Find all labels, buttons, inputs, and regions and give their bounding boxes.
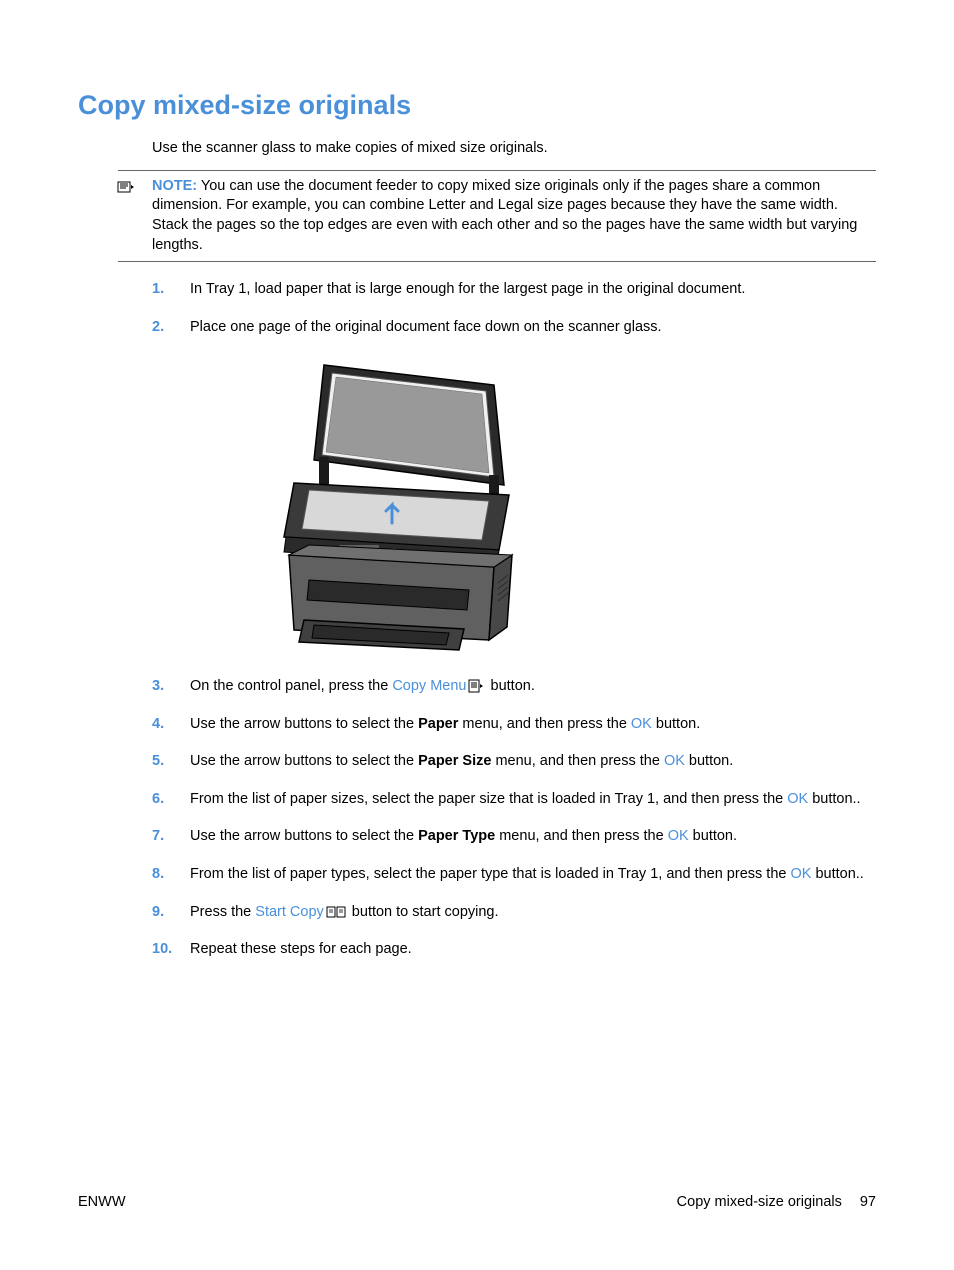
step-text: From the list of paper sizes, select the… bbox=[190, 790, 876, 810]
copy-menu-icon bbox=[468, 679, 484, 693]
step-item: 5.Use the arrow buttons to select the Pa… bbox=[152, 752, 876, 772]
step-text: From the list of paper types, select the… bbox=[190, 865, 876, 885]
footer-left: ENWW bbox=[78, 1194, 126, 1210]
note-text: You can use the document feeder to copy … bbox=[152, 178, 857, 253]
step-text: Use the arrow buttons to select the Pape… bbox=[190, 827, 876, 847]
step-number: 10. bbox=[152, 940, 190, 960]
step-item: 8.From the list of paper types, select t… bbox=[152, 865, 876, 885]
footer-section: Copy mixed-size originals bbox=[677, 1194, 842, 1210]
step-item: 3.On the control panel, press the Copy M… bbox=[152, 677, 876, 697]
start-copy-icon bbox=[326, 905, 346, 919]
step-text: In Tray 1, load paper that is large enou… bbox=[190, 280, 876, 300]
step-item: 7.Use the arrow buttons to select the Pa… bbox=[152, 827, 876, 847]
step-text: Press the Start Copy button to start cop… bbox=[190, 903, 876, 923]
page-footer: ENWW Copy mixed-size originals 97 bbox=[78, 1194, 876, 1210]
footer-page-number: 97 bbox=[860, 1194, 876, 1210]
step-text: Use the arrow buttons to select the Pape… bbox=[190, 752, 876, 772]
note-icon bbox=[116, 179, 136, 195]
step-item: 4.Use the arrow buttons to select the Pa… bbox=[152, 715, 876, 735]
step-number: 6. bbox=[152, 790, 190, 810]
printer-image bbox=[264, 355, 528, 655]
step-text: On the control panel, press the Copy Men… bbox=[190, 677, 876, 697]
step-number: 2. bbox=[152, 318, 190, 338]
step-number: 3. bbox=[152, 677, 190, 697]
step-item: 1.In Tray 1, load paper that is large en… bbox=[152, 280, 876, 300]
step-text: Repeat these steps for each page. bbox=[190, 940, 876, 960]
step-item: 10.Repeat these steps for each page. bbox=[152, 940, 876, 960]
intro-paragraph: Use the scanner glass to make copies of … bbox=[152, 139, 876, 158]
step-number: 9. bbox=[152, 903, 190, 923]
step-number: 8. bbox=[152, 865, 190, 885]
step-number: 7. bbox=[152, 827, 190, 847]
step-item: 9.Press the Start Copy button to start c… bbox=[152, 903, 876, 923]
step-item: 2.Place one page of the original documen… bbox=[152, 318, 876, 338]
step-number: 1. bbox=[152, 280, 190, 300]
page-title: Copy mixed-size originals bbox=[78, 90, 876, 121]
note-block: NOTE: You can use the document feeder to… bbox=[118, 170, 876, 262]
step-number: 5. bbox=[152, 752, 190, 772]
step-item: 6.From the list of paper sizes, select t… bbox=[152, 790, 876, 810]
printer-illustration bbox=[264, 355, 528, 655]
steps-list: 1.In Tray 1, load paper that is large en… bbox=[152, 280, 876, 960]
note-label: NOTE: bbox=[152, 178, 197, 194]
note-content: NOTE: You can use the document feeder to… bbox=[118, 177, 876, 255]
step-text: Place one page of the original document … bbox=[190, 318, 876, 338]
step-text: Use the arrow buttons to select the Pape… bbox=[190, 715, 876, 735]
step-number: 4. bbox=[152, 715, 190, 735]
